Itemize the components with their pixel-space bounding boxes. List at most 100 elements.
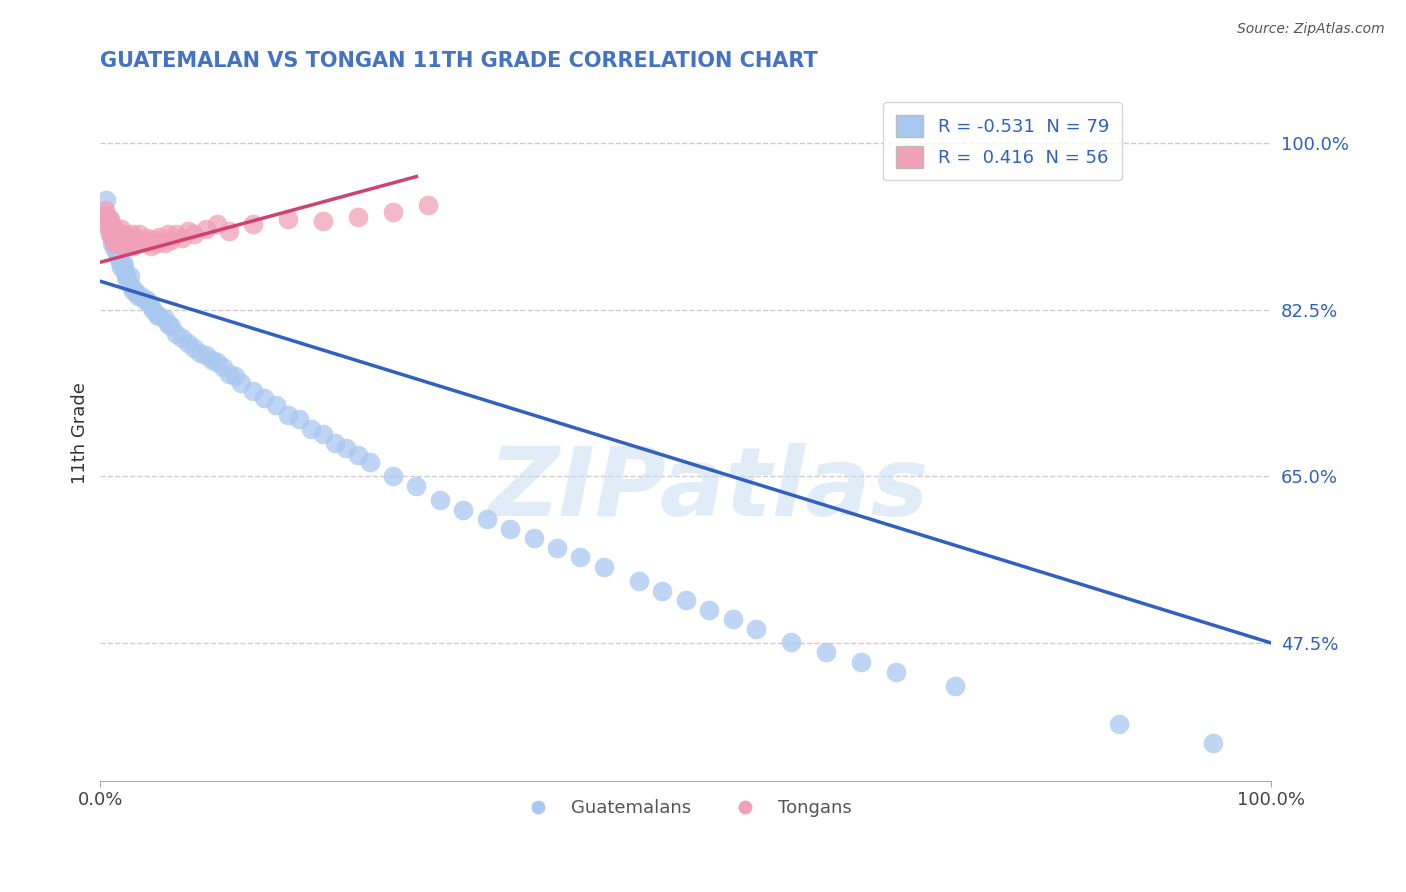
Point [131, 233, 153, 247]
Point [323, 436, 346, 450]
Point [627, 574, 650, 588]
Point [105, 245, 128, 260]
Point [96, 212, 118, 227]
Point [200, 353, 222, 368]
Point [1201, 736, 1223, 750]
Point [105, 231, 128, 245]
Point [114, 265, 136, 279]
Point [347, 449, 370, 463]
Point [453, 502, 475, 516]
Point [108, 231, 131, 245]
Point [815, 645, 838, 659]
Point [117, 274, 139, 288]
Point [104, 224, 127, 238]
Point [697, 602, 720, 616]
Point [145, 236, 167, 251]
Point [115, 233, 138, 247]
Point [96, 194, 118, 208]
Point [157, 317, 180, 331]
Point [97, 222, 120, 236]
Point [134, 236, 156, 251]
Point [347, 211, 370, 225]
Text: GUATEMALAN VS TONGAN 11TH GRADE CORRELATION CHART: GUATEMALAN VS TONGAN 11TH GRADE CORRELAT… [100, 51, 818, 70]
Point [104, 236, 127, 251]
Point [207, 217, 229, 231]
Point [229, 376, 252, 390]
Point [172, 231, 194, 245]
Point [139, 239, 162, 253]
Point [96, 217, 118, 231]
Point [107, 251, 129, 265]
Point [103, 227, 125, 241]
Point [851, 655, 873, 669]
Point [218, 367, 240, 381]
Point [120, 279, 142, 293]
Point [100, 217, 122, 231]
Point [118, 269, 141, 284]
Point [98, 227, 121, 241]
Point [110, 222, 132, 236]
Point [1108, 717, 1130, 731]
Point [224, 369, 246, 384]
Point [359, 455, 381, 469]
Point [153, 236, 176, 251]
Point [121, 227, 143, 241]
Point [188, 345, 211, 359]
Point [429, 493, 451, 508]
Point [569, 550, 592, 565]
Point [117, 229, 139, 244]
Point [148, 229, 170, 244]
Point [165, 227, 187, 241]
Point [499, 522, 522, 536]
Point [183, 341, 205, 355]
Point [101, 231, 124, 245]
Point [299, 422, 322, 436]
Point [115, 269, 138, 284]
Point [101, 222, 124, 236]
Point [312, 426, 335, 441]
Point [107, 227, 129, 241]
Point [177, 336, 200, 351]
Point [675, 593, 697, 607]
Point [122, 239, 145, 253]
Point [108, 245, 131, 260]
Point [103, 236, 125, 251]
Point [136, 293, 159, 308]
Point [153, 312, 176, 326]
Point [110, 236, 132, 251]
Point [264, 398, 287, 412]
Point [98, 212, 121, 227]
Point [93, 212, 115, 227]
Point [101, 231, 124, 245]
Point [242, 384, 264, 398]
Point [124, 284, 146, 298]
Point [94, 202, 117, 217]
Point [136, 231, 159, 245]
Point [212, 359, 235, 374]
Point [112, 236, 135, 251]
Point [194, 222, 217, 236]
Point [475, 512, 498, 526]
Point [127, 236, 149, 251]
Point [98, 222, 121, 236]
Point [277, 212, 299, 227]
Point [592, 559, 614, 574]
Point [253, 392, 276, 406]
Point [111, 255, 134, 269]
Point [194, 347, 217, 361]
Point [100, 227, 122, 241]
Point [522, 531, 544, 545]
Point [110, 255, 132, 269]
Point [288, 412, 311, 426]
Point [97, 212, 120, 227]
Point [122, 284, 145, 298]
Y-axis label: 11th Grade: 11th Grade [72, 383, 89, 484]
Point [183, 227, 205, 241]
Point [103, 241, 125, 255]
Point [157, 227, 180, 241]
Point [107, 236, 129, 251]
Point [134, 293, 156, 308]
Point [312, 214, 335, 228]
Point [128, 227, 150, 241]
Point [101, 236, 124, 251]
